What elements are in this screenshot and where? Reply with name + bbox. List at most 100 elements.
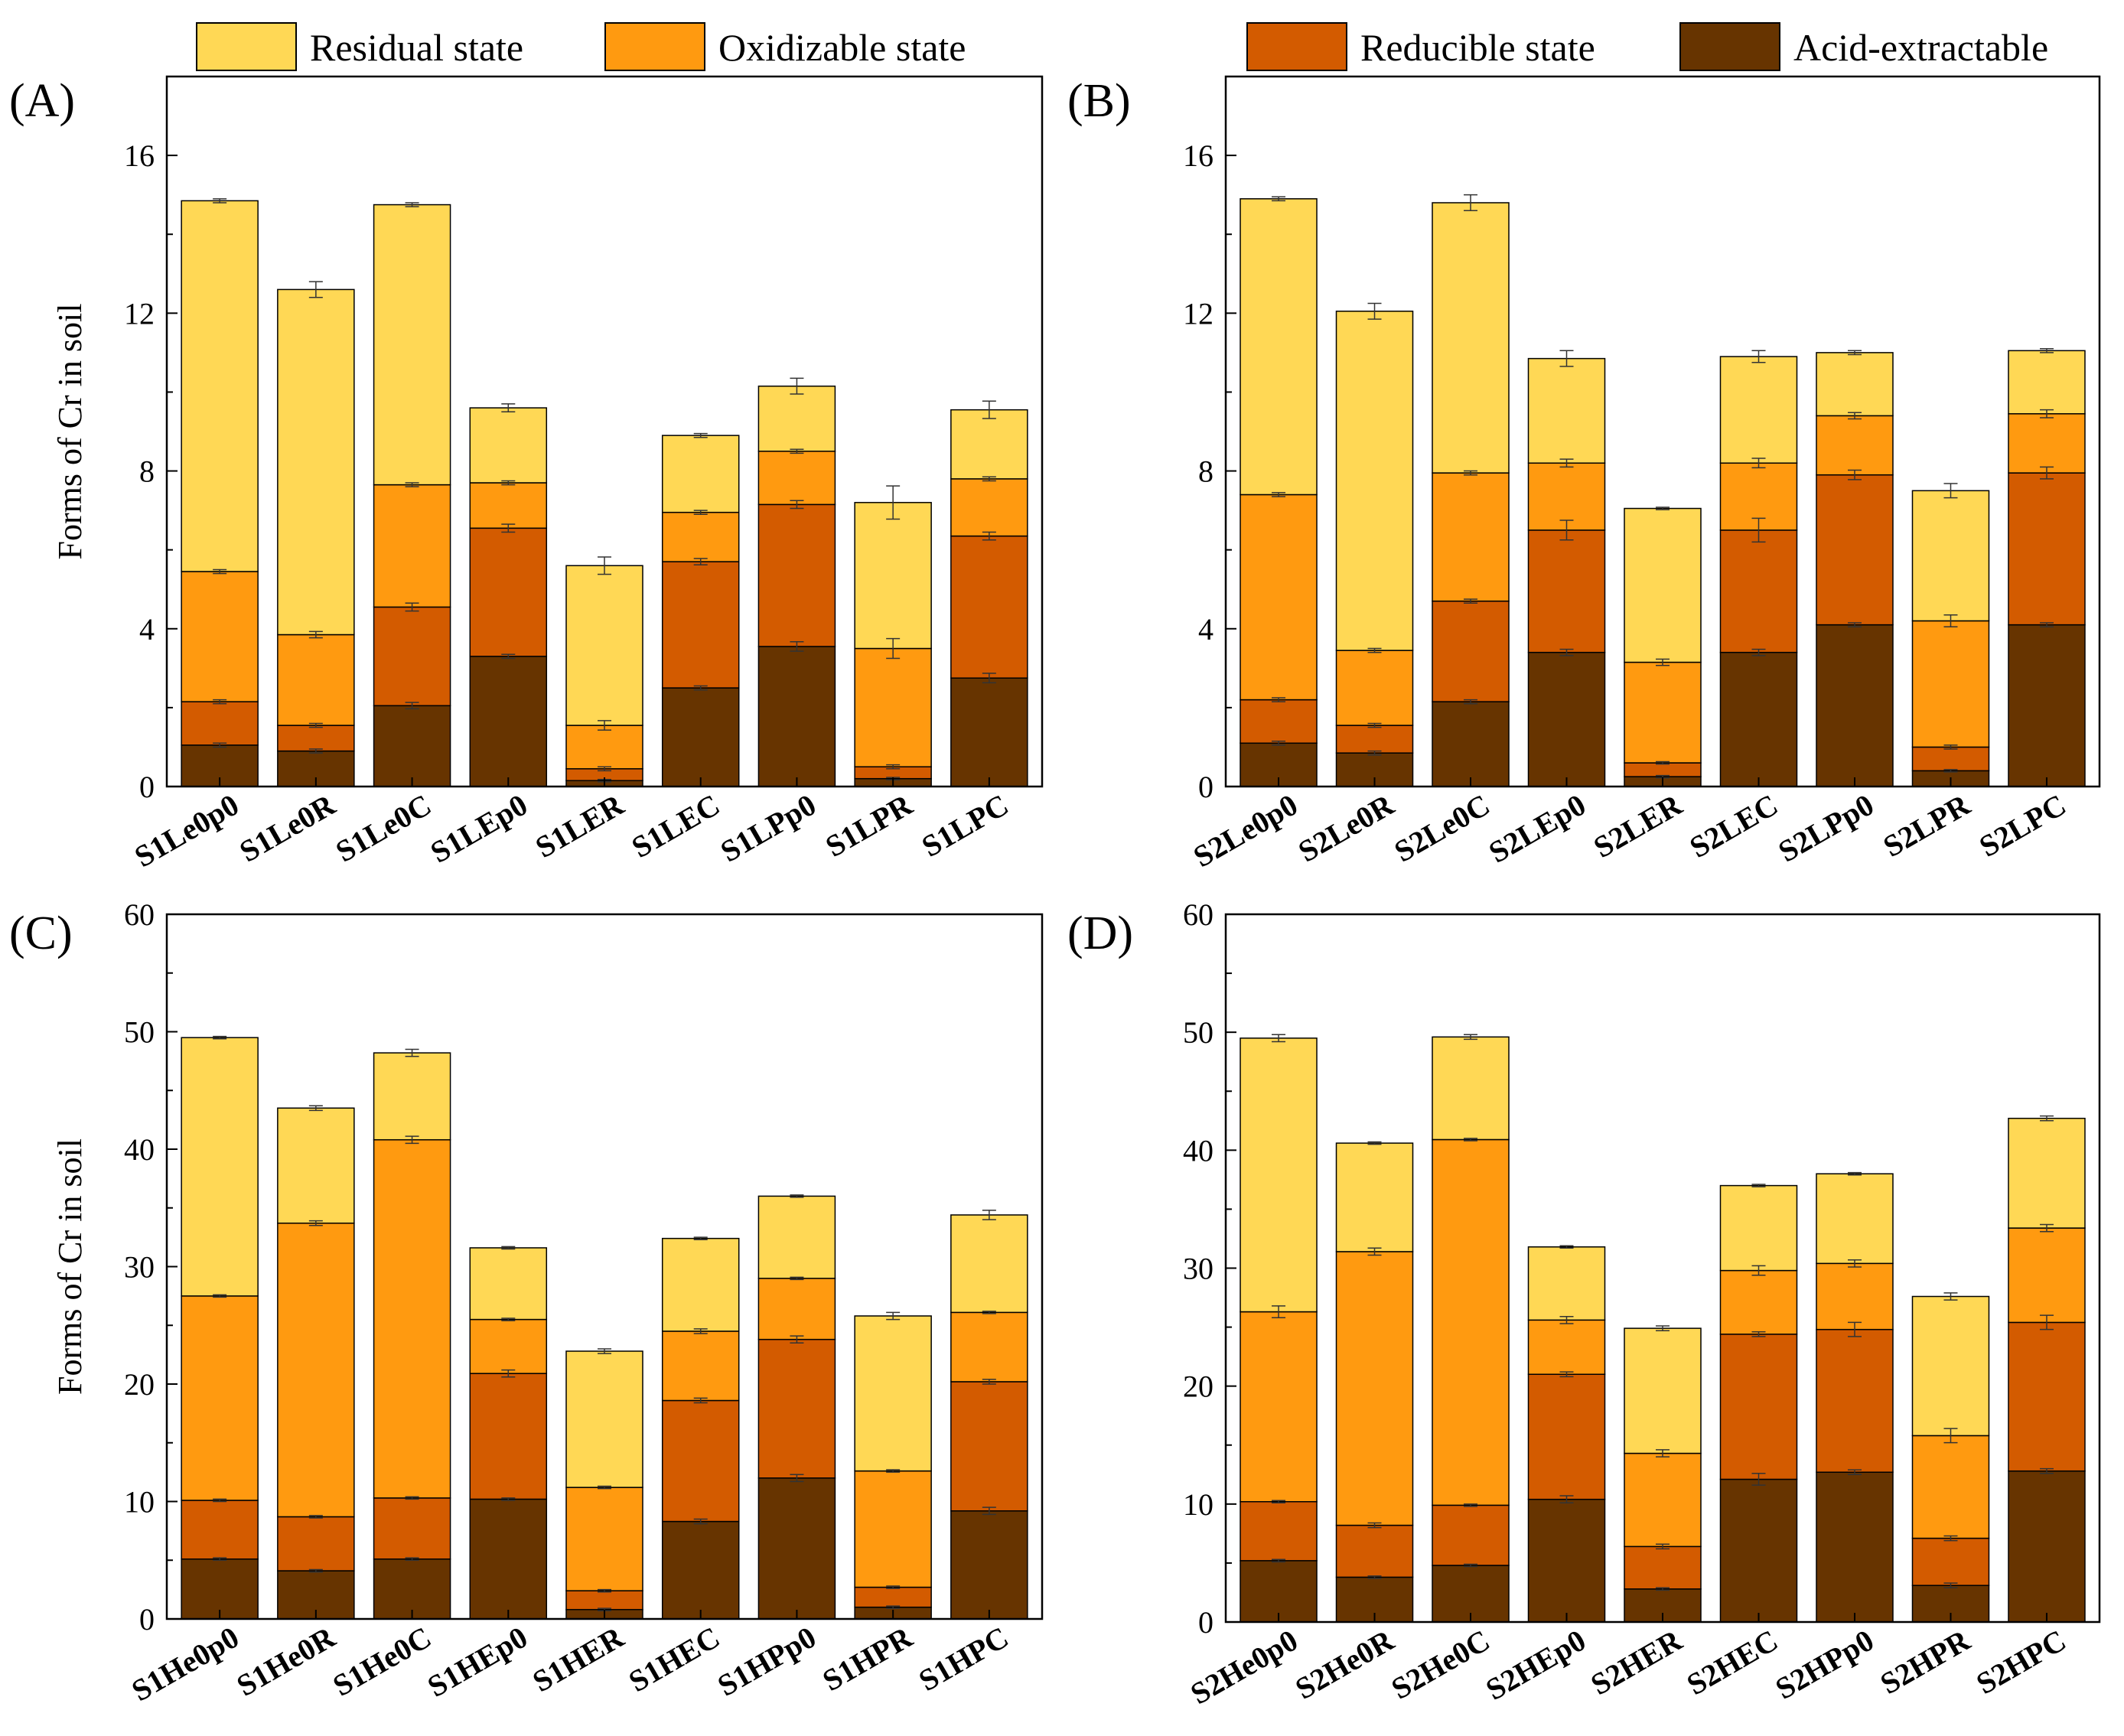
error-bar (1272, 1558, 1286, 1563)
error-bar (1751, 458, 1766, 469)
bar-stack-s2ler (1624, 506, 1702, 787)
error-bar (308, 281, 323, 298)
x-tick-label: S1HEC (623, 1620, 725, 1699)
error-bar (213, 568, 227, 575)
y-tick-label: 12 (124, 296, 155, 331)
bar-oxidizable-state (1911, 620, 1990, 748)
bar-residual-state (565, 1350, 643, 1488)
bar-oxidizable-state (950, 478, 1028, 537)
error-bar (2039, 409, 2054, 419)
bar-acid-extractable (1719, 651, 1798, 787)
bar-reducible-state (1527, 529, 1606, 653)
panel-d: (D)0102030405060S2He0p0S2He0RS2He0CS2HEp… (1067, 897, 2101, 1711)
error-bar (1367, 647, 1382, 653)
error-bar (308, 748, 323, 754)
error-bar (1751, 1473, 1766, 1486)
legend-label-residual-state: Residual state (310, 26, 523, 69)
bar-acid-extractable (757, 1477, 836, 1620)
bar-oxidizable-state (1816, 415, 1894, 476)
bar-stack-s2le0p0 (1240, 196, 1318, 787)
bar-oxidizable-state (469, 482, 548, 529)
error-bar (598, 1588, 611, 1593)
error-bar (213, 1035, 227, 1040)
bar-oxidizable-state (1624, 1452, 1702, 1548)
plot-frame (1224, 913, 2101, 1624)
error-bar (1943, 1428, 1958, 1444)
x-tick-label: S2He0R (1289, 1622, 1400, 1706)
bar-oxidizable-state (1335, 1251, 1414, 1526)
bar-reducible-state (181, 1500, 259, 1560)
error-bar (982, 1379, 996, 1385)
error-bar (790, 448, 804, 454)
x-tick-label: S2HPC (1970, 1623, 2071, 1701)
bar-stack-s1he0r (277, 1105, 355, 1620)
error-bar (982, 476, 996, 482)
bar-reducible-state (1911, 1537, 1990, 1586)
bar-stack-s1he0c (373, 1048, 451, 1620)
bar-oxidizable-state (1432, 1138, 1510, 1506)
bar-reducible-state (277, 1516, 355, 1572)
y-tick-label: 0 (1198, 770, 1213, 804)
error-bar (693, 1397, 708, 1404)
error-bar (790, 1335, 804, 1344)
x-tick-label: S1Le0C (330, 787, 437, 869)
x-tick-label: S1LEC (626, 787, 725, 865)
bar-acid-extractable (469, 656, 548, 787)
legend: Residual state Oxidizable state Reducible … (196, 22, 2048, 71)
error-bar (1464, 1563, 1478, 1568)
x-tick-label: S1LPC (916, 787, 1014, 864)
bar-acid-extractable (2008, 1470, 2086, 1623)
bar-reducible-state (181, 701, 259, 746)
error-bar (308, 1515, 323, 1519)
bar-stack-s1le0c (373, 202, 451, 787)
bar-oxidizable-state (1335, 650, 1414, 726)
error-bar (405, 1557, 419, 1561)
x-tick-label: S2HPR (1875, 1622, 1976, 1701)
error-bar (1367, 1247, 1382, 1256)
y-tick-label: 20 (1183, 1370, 1213, 1404)
error-bar (982, 531, 996, 541)
plot-frame (165, 913, 1044, 1620)
bar-oxidizable-state (1527, 462, 1606, 531)
error-bar (1464, 194, 1478, 212)
error-bar (501, 480, 516, 486)
error-bar (1943, 769, 1958, 773)
bar-stack-s1lep0 (469, 403, 548, 787)
x-tick-label: S2LPR (1878, 787, 1976, 864)
error-bar (1367, 750, 1382, 756)
y-tick-label: 50 (1183, 1015, 1213, 1050)
error-bar (308, 722, 323, 728)
bar-reducible-state (661, 1399, 740, 1523)
bar-stack-s1hec (661, 1236, 740, 1620)
error-bar (1943, 1582, 1958, 1589)
bar-acid-extractable (1527, 651, 1606, 787)
bar-reducible-state (1432, 1504, 1510, 1566)
error-bar (1464, 1138, 1478, 1142)
x-tick-label: S2LPp0 (1773, 787, 1880, 869)
error-bar (501, 1317, 516, 1321)
error-bar (1559, 519, 1574, 541)
panel-c: (C) 0 10 20 30 40 50 60 Forms of Cr in soil S1He0… (9, 897, 1044, 1708)
error-bar (1272, 740, 1286, 746)
error-bar (213, 699, 227, 705)
error-bar (1751, 1331, 1766, 1337)
error-bar (982, 673, 996, 684)
error-bar (693, 1236, 708, 1240)
error-bar (501, 1497, 516, 1501)
bar-residual-state (181, 200, 259, 572)
bar-residual-state (277, 1107, 355, 1224)
bar-residual-state (757, 1195, 836, 1279)
error-bar (1272, 1500, 1286, 1504)
error-bar (693, 685, 708, 691)
bar-oxidizable-state (1816, 1262, 1894, 1330)
bar-reducible-state (1719, 1334, 1798, 1480)
error-bar (1464, 1503, 1478, 1507)
error-bar (790, 641, 804, 652)
bar-acid-extractable (950, 677, 1028, 787)
bar-reducible-state (854, 1586, 932, 1608)
error-bar (213, 1294, 227, 1298)
error-bar (501, 403, 516, 412)
legend-swatch-oxidizable-state (604, 22, 705, 71)
legend-item-acid-extractable: Acid-extractable (1679, 22, 2048, 71)
bar-reducible-state (950, 1381, 1028, 1512)
